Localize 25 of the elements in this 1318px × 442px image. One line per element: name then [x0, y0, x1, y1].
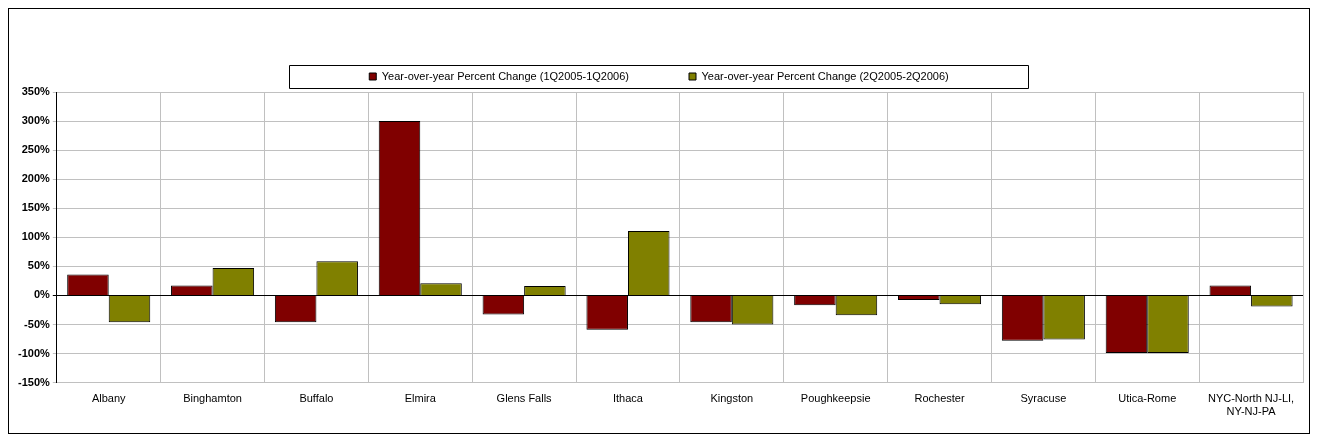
y-tick-label: 200%: [21, 172, 51, 185]
x-tick-label: NYC-North NJ-LI, NY-NJ-PA: [1207, 392, 1295, 418]
x-tick-label: Elmira: [404, 392, 437, 405]
x-tick-label: Kingston: [710, 392, 754, 405]
x-tick-label: Syracuse: [1020, 392, 1067, 405]
x-tick-label: Poughkeepsie: [800, 392, 871, 405]
x-tick-label: Ithaca: [612, 392, 644, 405]
legend-label: Year-over-year Percent Change (1Q2005-1Q2006): [381, 69, 630, 82]
y-tick-label: -100%: [18, 346, 51, 359]
y-tick-label: 0%: [33, 288, 51, 301]
x-tick-label: Rochester: [914, 392, 965, 405]
y-tick-label: 100%: [21, 230, 51, 243]
legend-label: Year-over-year Percent Change (2Q2005-2Q2006): [701, 69, 949, 82]
y-tick-label: 300%: [21, 114, 51, 127]
y-tick-label: -50%: [24, 317, 51, 330]
x-tick-label: Glens Falls: [496, 392, 553, 405]
x-tick-label: Albany: [91, 392, 127, 405]
y-tick-label: 50%: [27, 259, 50, 272]
y-tick-label: 150%: [21, 201, 51, 214]
y-tick-label: 350%: [21, 85, 51, 98]
x-tick-label: Buffalo: [299, 392, 334, 405]
x-tick-label: Binghamton: [183, 392, 242, 405]
y-tick-label: -150%: [18, 375, 51, 388]
y-tick-label: 250%: [21, 143, 51, 156]
x-tick-label: Utica-Rome: [1118, 392, 1177, 405]
